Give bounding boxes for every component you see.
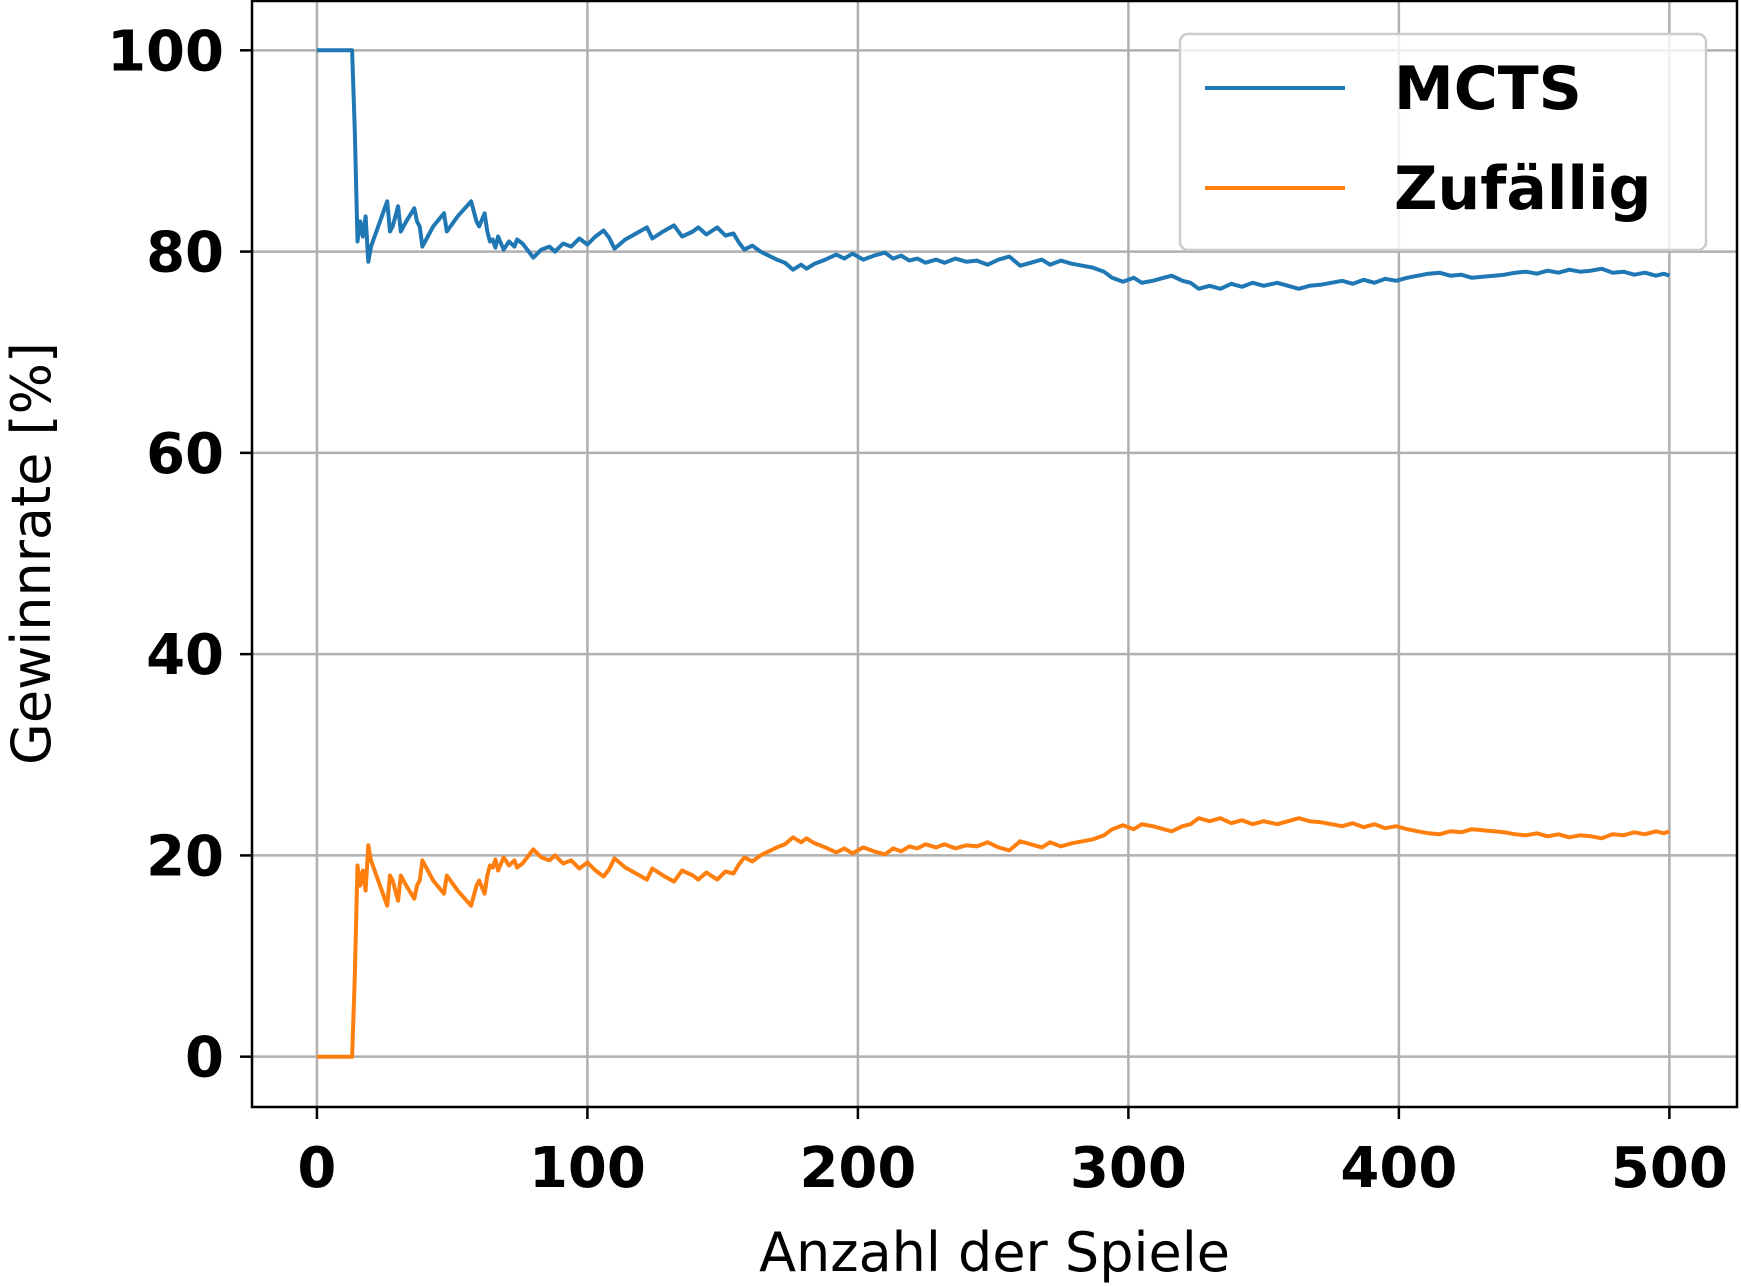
x-axis-ticks: 0 100 200 300 400 500 <box>297 1107 1728 1201</box>
plot-frame <box>250 0 1739 1109</box>
y-tick-label: 0 <box>185 1026 224 1091</box>
x-axis-title: Anzahl der Spiele <box>759 1221 1230 1284</box>
y-tick-label: 60 <box>146 422 224 487</box>
y-tick-label: 100 <box>107 19 224 84</box>
y-tick-label: 80 <box>146 221 224 286</box>
legend: MCTS Zufällig <box>1178 32 1708 252</box>
x-tick-label: 100 <box>529 1136 646 1201</box>
series-line-mcts <box>316 48 1671 291</box>
legend-label-zufaellig: Zufällig <box>1394 154 1651 224</box>
legend-label-mcts: MCTS <box>1394 54 1582 124</box>
x-tick-label: 500 <box>1611 1136 1728 1201</box>
y-tick-label: 20 <box>146 824 224 889</box>
series-line-zufaellig <box>316 816 1671 1059</box>
x-tick-label: 400 <box>1340 1136 1457 1201</box>
x-tick-label: 0 <box>297 1136 336 1201</box>
y-tick-label: 40 <box>146 623 224 688</box>
y-axis-ticks: 0 20 40 60 80 100 <box>107 19 252 1091</box>
series-lines <box>316 48 1671 1059</box>
x-tick-label: 300 <box>1070 1136 1187 1201</box>
x-tick-label: 200 <box>799 1136 916 1201</box>
y-axis-title: Gewinnrate [%] <box>0 342 63 765</box>
